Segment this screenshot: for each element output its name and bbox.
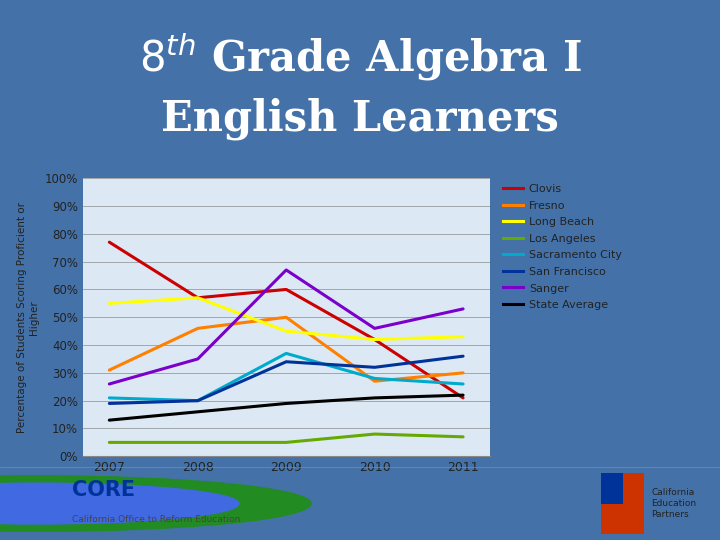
Legend: Clovis, Fresno, Long Beach, Los Angeles, Sacramento City, San Francisco, Sanger,: Clovis, Fresno, Long Beach, Los Angeles,… xyxy=(503,184,622,310)
FancyBboxPatch shape xyxy=(601,473,644,534)
Text: CORE: CORE xyxy=(72,481,135,501)
Text: $8^{th}$ Grade Algebra I: $8^{th}$ Grade Algebra I xyxy=(139,31,581,83)
Text: Partners: Partners xyxy=(652,510,689,519)
Text: Education: Education xyxy=(652,499,697,508)
Text: English Learners: English Learners xyxy=(161,98,559,140)
Circle shape xyxy=(0,476,311,531)
Text: California Office to Reform Education: California Office to Reform Education xyxy=(72,515,240,524)
FancyBboxPatch shape xyxy=(601,473,623,503)
Circle shape xyxy=(0,483,239,524)
Y-axis label: Percentage of Students Scoring Proficient or
Higher: Percentage of Students Scoring Proficien… xyxy=(17,202,39,433)
Text: California: California xyxy=(652,488,695,497)
